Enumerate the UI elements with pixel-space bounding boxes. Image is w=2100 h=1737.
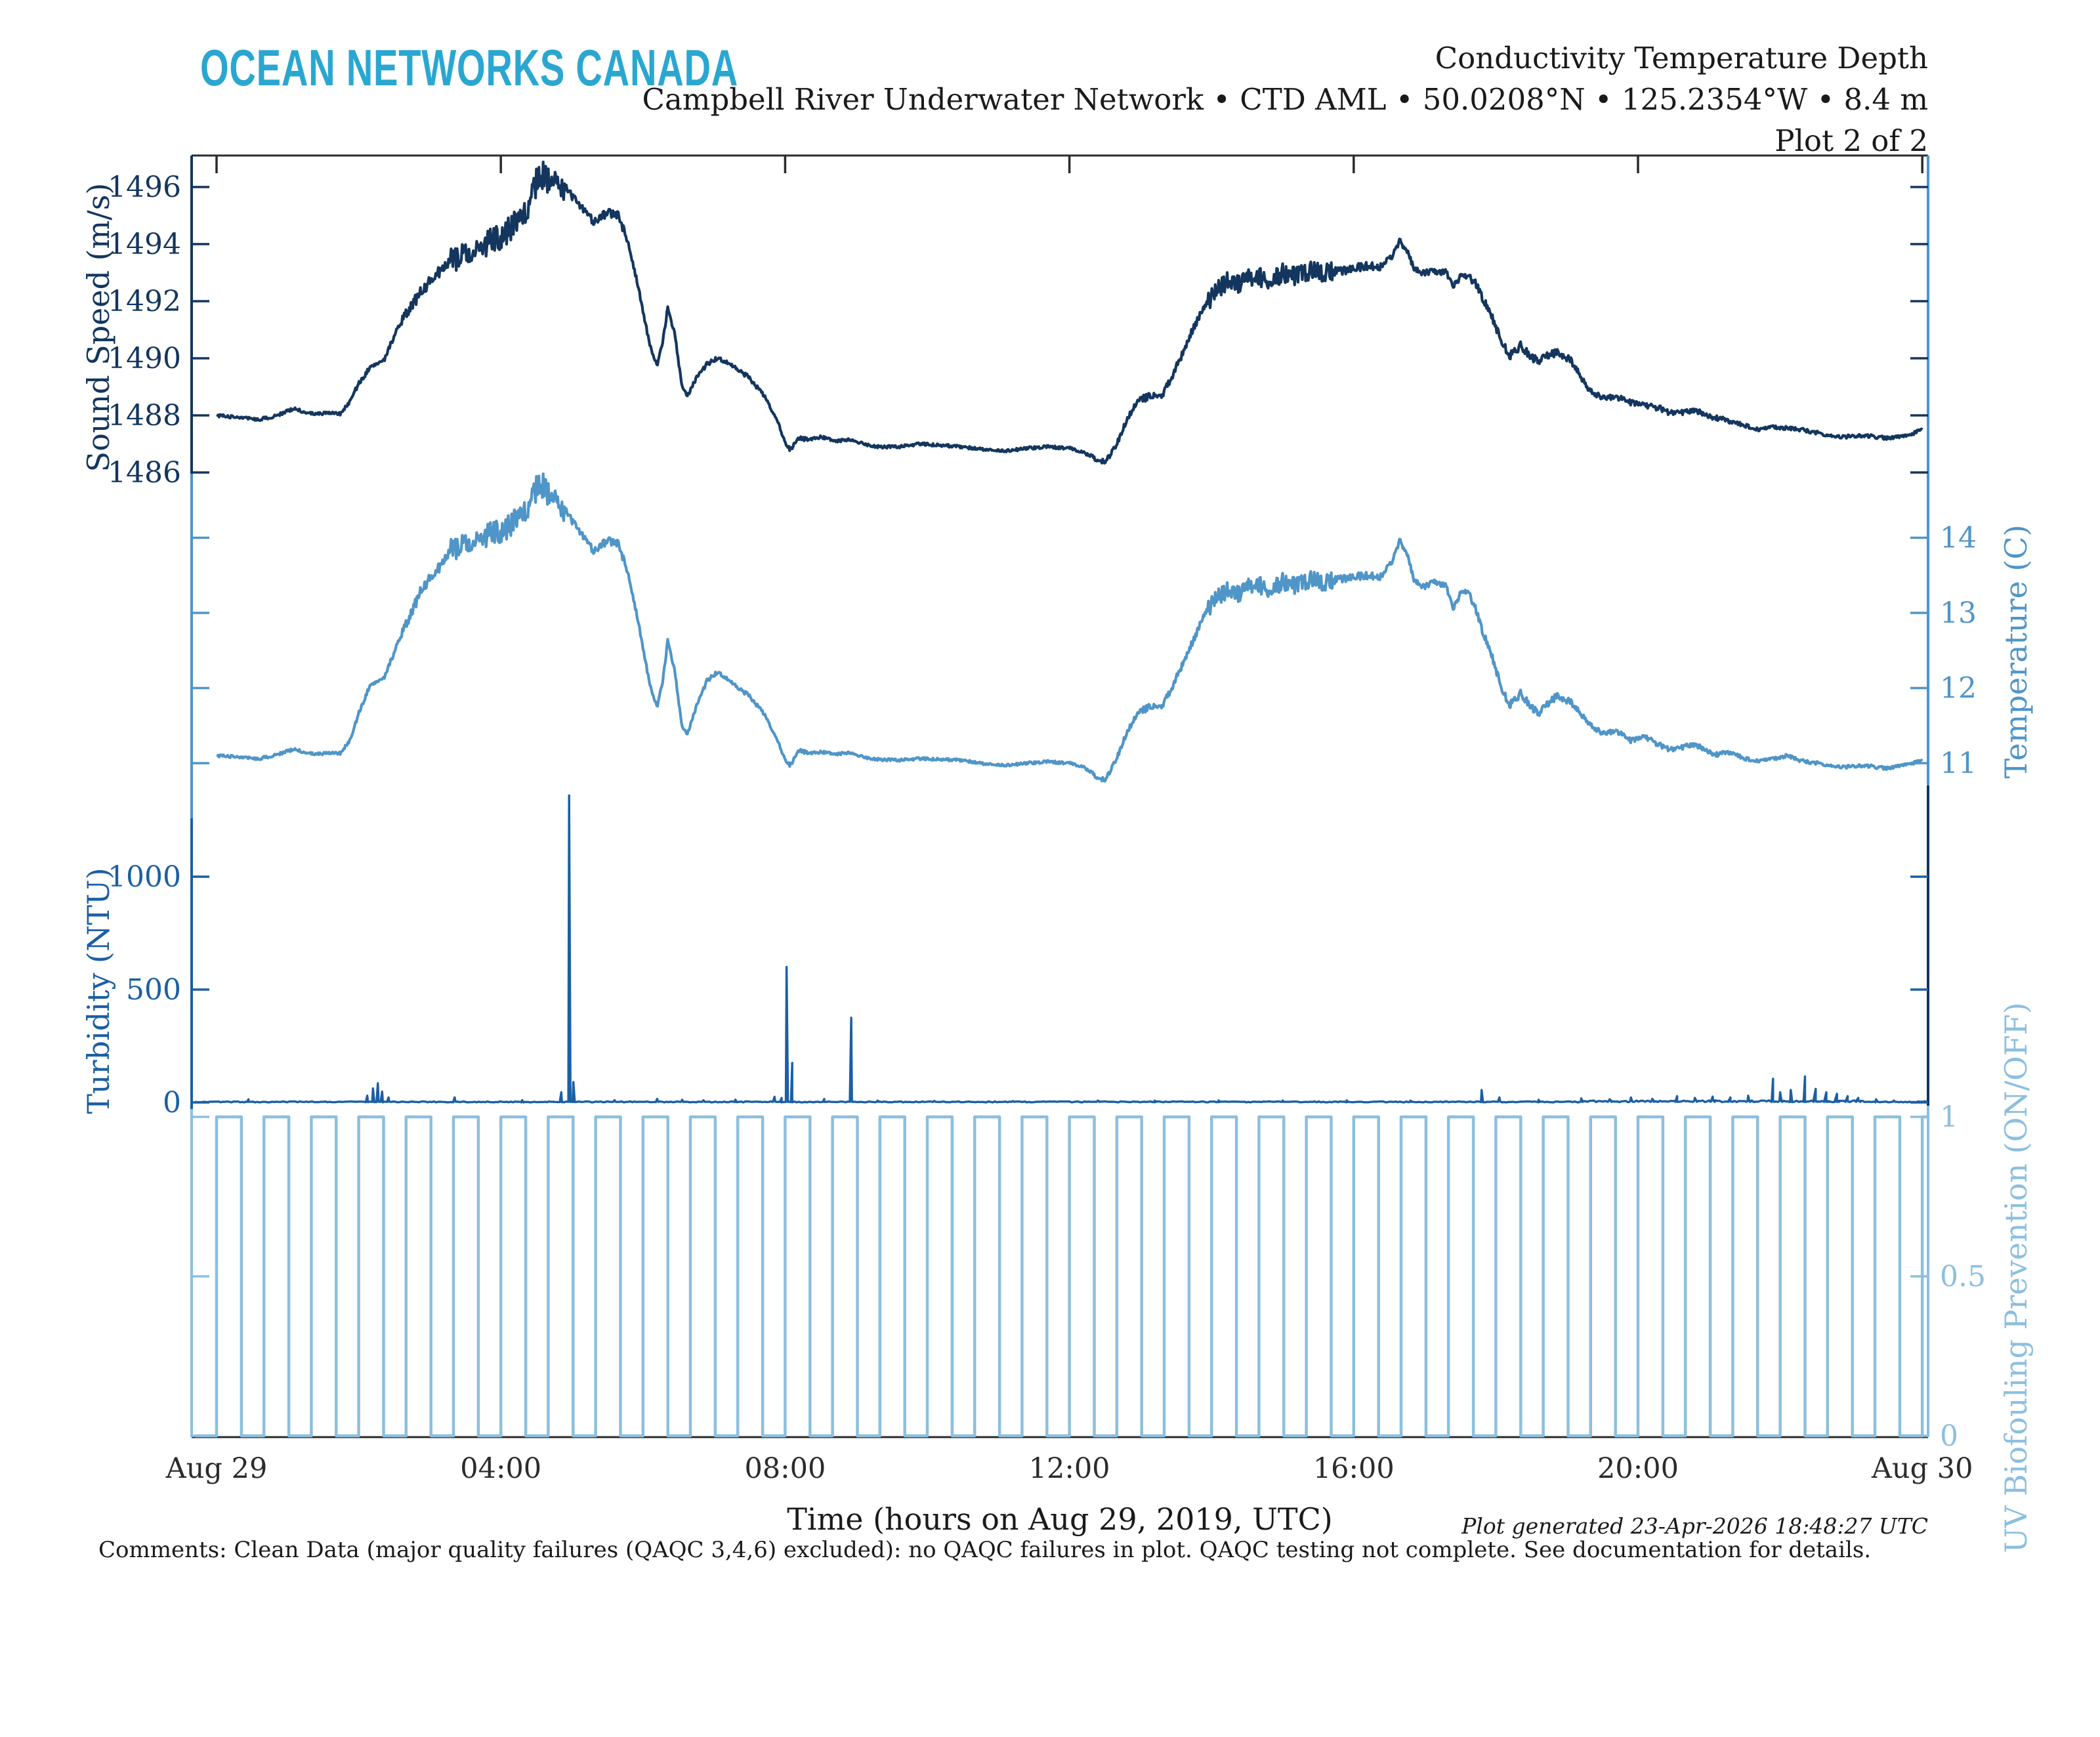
ocean-networks-canada-logo: OCEAN NETWORKS CANADA [200, 39, 739, 96]
sound_speed-tick-label: 1486 [108, 456, 181, 490]
uv-tick-label: 0 [1940, 1419, 1958, 1453]
uv-tick-label: 0.5 [1940, 1260, 1986, 1293]
comments-footnote: Comments: Clean Data (major quality fail… [98, 1537, 1872, 1563]
x-tick-label: 20:00 [1597, 1452, 1679, 1485]
plot-title-line3: Plot 2 of 2 [1774, 123, 1928, 158]
sound-speed-curve [216, 160, 1923, 465]
ctd-timeseries-plot: 1486 1488 1490 1492 1494 1496 0 500 1000 11 12 13 14… [108, 154, 1986, 1485]
plot-generated-timestamp: Plot generated 23-Apr-2026 18:48:27 UTC [1461, 1513, 1928, 1539]
turbidity-tick-label: 0 [163, 1086, 181, 1120]
plot-title-line1: Conductivity Temperature Depth [1435, 41, 1928, 75]
temperature-tick-label: 13 [1940, 596, 1977, 630]
sound_speed-tick-label: 1488 [108, 399, 181, 432]
x-tick-label: 04:00 [460, 1452, 541, 1485]
x-tick-label: 12:00 [1029, 1452, 1110, 1485]
temperature-curve [216, 472, 1923, 783]
plot-title-line2: Campbell River Underwater Network • CTD … [642, 82, 1928, 117]
sound_speed-tick-label: 1490 [108, 342, 181, 375]
x-axis-title: Time (hours on Aug 29, 2019, UTC) [787, 1501, 1333, 1537]
uv-biofouling-square-wave [195, 1115, 1928, 1438]
turbidity-curve [195, 794, 1927, 1104]
turbidity-tick-label: 1000 [108, 860, 181, 894]
temperature-tick-label: 14 [1940, 522, 1977, 555]
sound_speed-tick-label: 1496 [108, 171, 181, 204]
sound_speed-tick-label: 1494 [108, 228, 181, 261]
x-tick-label: Aug 30 [1871, 1452, 1973, 1485]
x-tick-label: 16:00 [1313, 1452, 1395, 1485]
sound_speed-tick-label: 1492 [108, 285, 181, 318]
temperature-tick-label: 12 [1940, 672, 1977, 705]
temperature-tick-label: 11 [1940, 747, 1977, 780]
x-tick-label: 08:00 [744, 1452, 826, 1485]
turbidity-tick-label: 500 [126, 973, 181, 1007]
uv-tick-label: 1 [1940, 1100, 1958, 1134]
x-tick-label: Aug 29 [165, 1452, 268, 1485]
